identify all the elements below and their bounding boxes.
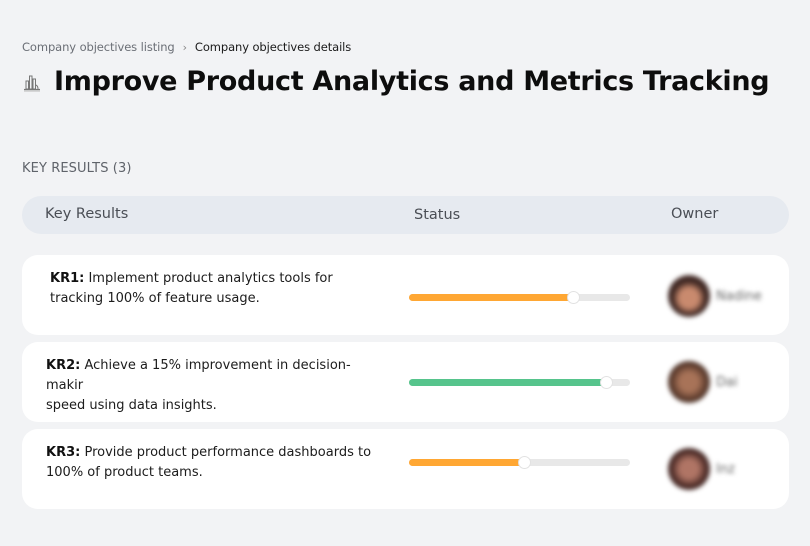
key-result-id: KR1: bbox=[50, 271, 85, 286]
page-title: Improve Product Analytics and Metrics Tr… bbox=[54, 66, 770, 97]
progress-bar bbox=[409, 376, 630, 389]
key-result-description: Implement product analytics tools for tr… bbox=[50, 271, 333, 306]
key-result-row[interactable]: KR1: Implement product analytics tools f… bbox=[22, 255, 789, 335]
avatar bbox=[668, 361, 710, 403]
progress-handle[interactable] bbox=[599, 376, 613, 389]
key-result-description: Achieve a 15% improvement in decision-ma… bbox=[46, 358, 351, 413]
table-header: Key Results Status Owner bbox=[22, 196, 789, 234]
owner[interactable]: Dai bbox=[668, 361, 738, 403]
column-header-status: Status bbox=[414, 207, 461, 223]
progress-handle[interactable] bbox=[517, 456, 531, 469]
key-results-heading: KEY RESULTS (3) bbox=[22, 161, 132, 176]
progress-fill bbox=[409, 294, 573, 301]
breadcrumb: Company objectives listing › Company obj… bbox=[22, 40, 351, 54]
breadcrumb-link-listing[interactable]: Company objectives listing bbox=[22, 40, 175, 54]
title-row: Improve Product Analytics and Metrics Tr… bbox=[22, 66, 770, 97]
key-result-text: KR1: Implement product analytics tools f… bbox=[50, 269, 380, 309]
key-result-row[interactable]: KR2: Achieve a 15% improvement in decisi… bbox=[22, 342, 789, 422]
key-result-text: KR3: Provide product performance dashboa… bbox=[46, 443, 376, 483]
key-result-row[interactable]: KR3: Provide product performance dashboa… bbox=[22, 429, 789, 509]
key-result-text: KR2: Achieve a 15% improvement in decisi… bbox=[46, 356, 386, 416]
breadcrumb-current: Company objectives details bbox=[194, 40, 352, 54]
owner-name: Nadine bbox=[716, 288, 762, 304]
key-result-id: KR2: bbox=[46, 358, 81, 373]
column-header-key-results: Key Results bbox=[45, 206, 129, 222]
progress-bar bbox=[409, 291, 630, 304]
progress-bar bbox=[409, 456, 630, 469]
column-header-owner: Owner bbox=[671, 206, 719, 222]
key-result-description: Provide product performance dashboards t… bbox=[46, 445, 372, 480]
owner-name: Dai bbox=[716, 374, 738, 390]
progress-fill bbox=[409, 379, 606, 386]
avatar bbox=[668, 448, 710, 490]
chevron-right-icon: › bbox=[182, 40, 187, 54]
bar-chart-icon bbox=[22, 72, 42, 92]
key-result-id: KR3: bbox=[46, 445, 81, 460]
owner-name: Inz bbox=[716, 461, 735, 477]
progress-handle[interactable] bbox=[566, 291, 580, 304]
owner[interactable]: Nadine bbox=[668, 275, 762, 317]
progress-fill bbox=[409, 459, 524, 466]
avatar bbox=[668, 275, 710, 317]
owner[interactable]: Inz bbox=[668, 448, 735, 490]
